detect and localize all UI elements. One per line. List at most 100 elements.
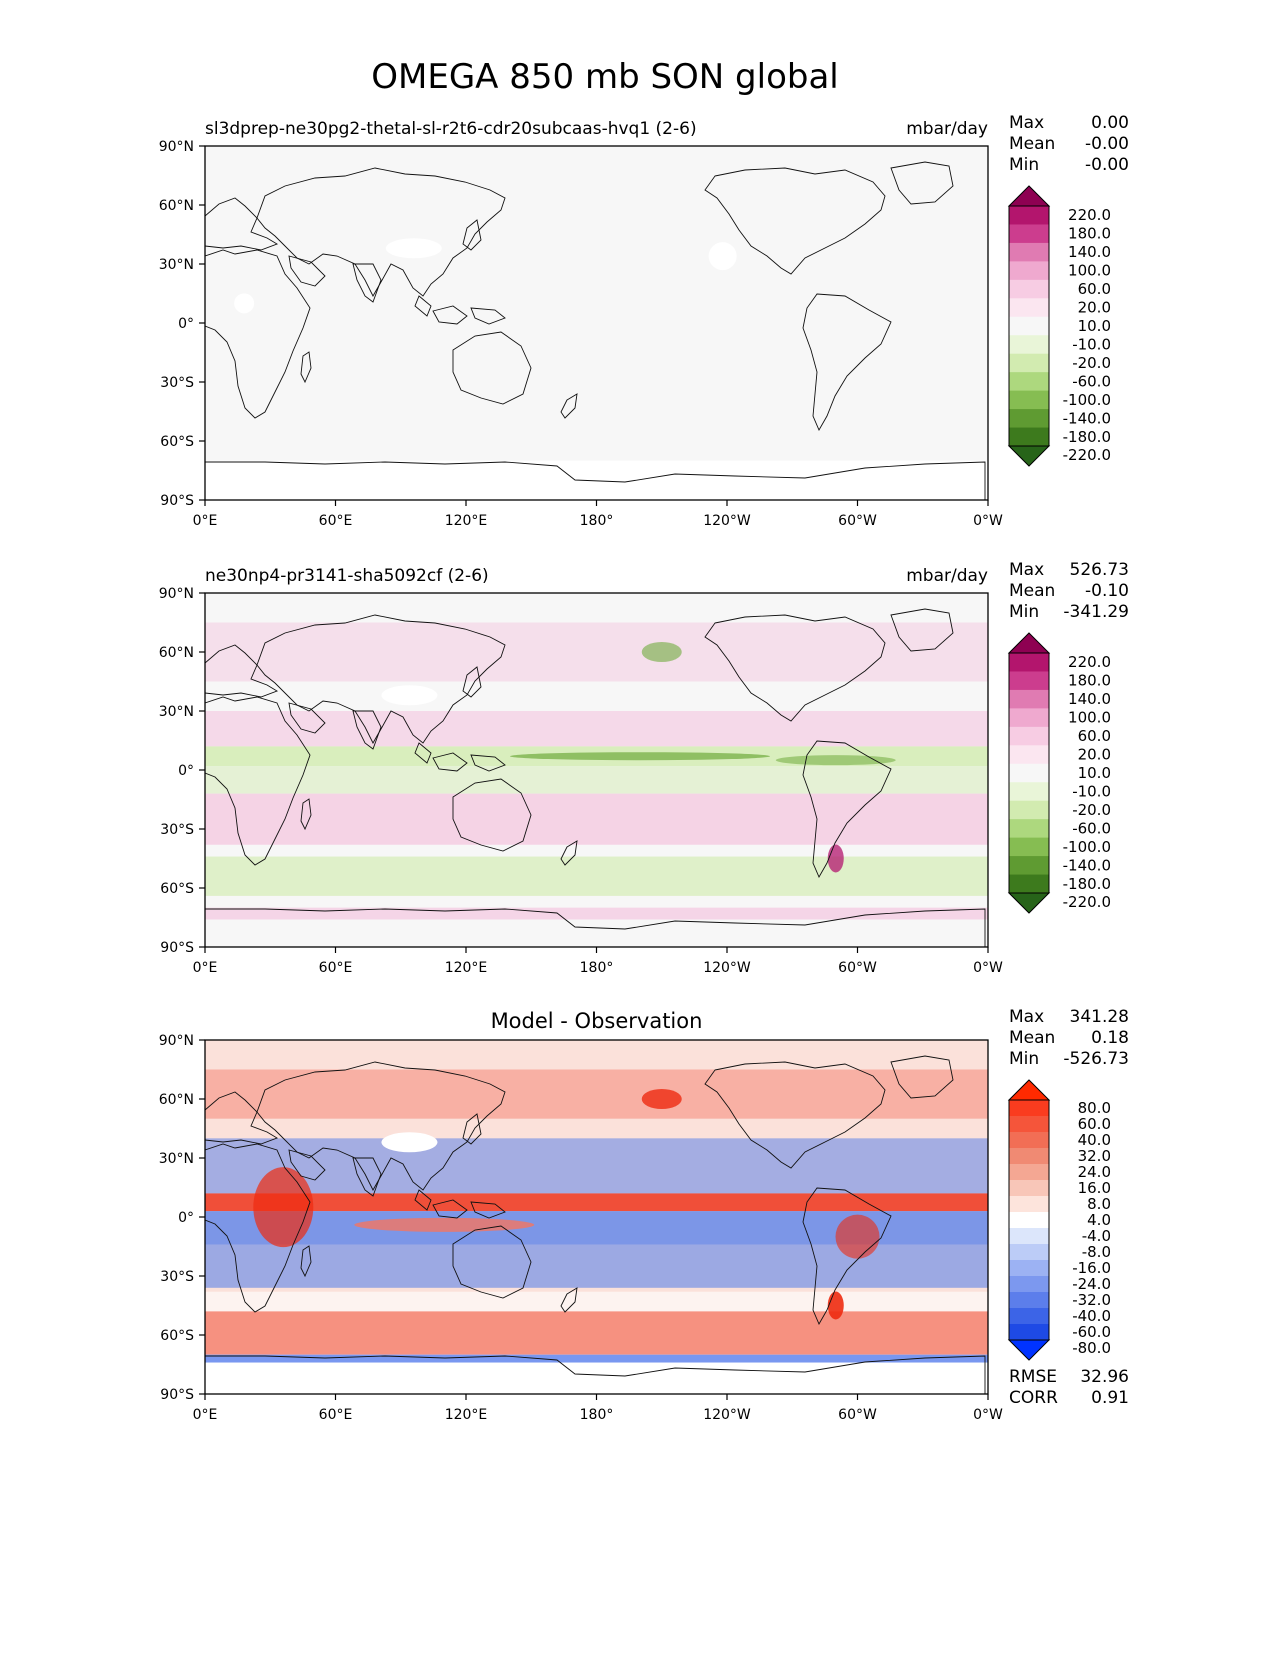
y-tick-label: 60°S: [160, 1328, 194, 1344]
y-tick-label: 0°: [178, 763, 194, 779]
field-band: [205, 1069, 988, 1119]
stat-label: Min: [1009, 602, 1039, 622]
field-patch: [205, 460, 988, 500]
colorbar-label: -10.0: [1072, 335, 1111, 353]
stat-value: 0.00: [1091, 113, 1129, 133]
colorbar-segment: [1009, 1228, 1049, 1245]
x-tick-label: 120°W: [703, 1407, 751, 1423]
colorbar-label: -100.0: [1063, 391, 1111, 409]
y-tick-label: 90°N: [159, 139, 194, 155]
colorbar-segment: [1009, 1212, 1049, 1229]
stat-label: Min: [1009, 1049, 1039, 1069]
colorbar-segment: [1009, 1244, 1049, 1261]
colorbar-segment: [1009, 1132, 1049, 1149]
colorbar-segment: [1009, 1148, 1049, 1165]
x-tick-label: 180°: [580, 1407, 614, 1423]
x-tick-label: 60°W: [838, 960, 877, 976]
field-band: [205, 1354, 988, 1363]
colorbar-label: -180.0: [1063, 428, 1111, 446]
colorbar-segment: [1009, 427, 1049, 447]
colorbar-label: 60.0: [1078, 280, 1111, 298]
colorbar-segment: [1009, 1116, 1049, 1133]
stat-value: 526.73: [1070, 560, 1129, 580]
colorbar-segment: [1009, 745, 1049, 765]
colorbar-extend-min: [1007, 1339, 1051, 1361]
colorbar-label: -60.0: [1072, 819, 1111, 837]
colorbar-label: 100.0: [1068, 709, 1111, 727]
field-band: [205, 856, 988, 896]
y-tick-label: 30°S: [160, 1269, 194, 1285]
colorbar-label: 40.0: [1078, 1131, 1111, 1149]
field-band: [205, 622, 988, 682]
colorbar-label: -80.0: [1072, 1339, 1111, 1357]
colorbar-segment: [1009, 390, 1049, 410]
colorbar-extend-max: [1007, 185, 1051, 207]
colorbar-label: -220.0: [1063, 446, 1111, 464]
y-tick-label: 30°N: [159, 1151, 194, 1167]
colorbar-segment: [1009, 1324, 1049, 1341]
map-field-test: [205, 146, 988, 500]
corr-label: CORR: [1009, 1388, 1058, 1408]
x-tick-label: 120°E: [445, 960, 488, 976]
colorbar-label: 20.0: [1078, 299, 1111, 317]
y-tick-label: 90°S: [160, 493, 194, 509]
stat-value: -341.29: [1063, 602, 1129, 622]
stat-label: Max: [1009, 113, 1044, 133]
colorbar-segment: [1009, 316, 1049, 336]
colorbar-label: -32.0: [1072, 1291, 1111, 1309]
colorbar-label: 140.0: [1068, 243, 1111, 261]
field-feature: [641, 1089, 682, 1109]
colorbar-segment: [1009, 206, 1049, 225]
map-field-reference: [205, 593, 988, 947]
stat-value: 341.28: [1070, 1007, 1129, 1027]
colorbar-segment: [1009, 1260, 1049, 1277]
field-band: [205, 1311, 988, 1355]
colorbar-segment: [1009, 689, 1049, 709]
colorbar-label: -40.0: [1072, 1307, 1111, 1325]
field-feature: [775, 755, 896, 766]
colorbar-segment: [1009, 242, 1049, 262]
field-patch: [234, 293, 255, 314]
colorbar-label: 220.0: [1068, 206, 1111, 224]
colorbar-segment: [1009, 1180, 1049, 1197]
colorbar-segment: [1009, 800, 1049, 820]
x-tick-label: 120°E: [445, 513, 488, 529]
colorbar-label: -180.0: [1063, 875, 1111, 893]
colorbar-label: -60.0: [1072, 1323, 1111, 1341]
colorbar-segment: [1009, 409, 1049, 428]
map-background: [205, 146, 988, 500]
field-band: [205, 1291, 988, 1312]
y-tick-label: 90°N: [159, 586, 194, 602]
panel-reference: 0°E 60°E 120°E 180° 120°W 60°W 0°W 90°N 60°N 30°N…: [159, 560, 1129, 976]
colorbar-label: -20.0: [1072, 354, 1111, 372]
field-feature: [641, 642, 682, 662]
field-feature: [827, 1291, 844, 1320]
stat-value: -526.73: [1063, 1049, 1129, 1069]
field-feature: [381, 1132, 438, 1153]
stat-label: Max: [1009, 1007, 1044, 1027]
field-feature: [827, 844, 844, 873]
stat-value: -0.10: [1085, 581, 1129, 601]
x-tick-label: 0°E: [193, 960, 218, 976]
x-tick-label: 180°: [580, 960, 614, 976]
colorbar-segment: [1009, 708, 1049, 728]
x-tick-label: 120°E: [445, 1407, 488, 1423]
colorbar-segment: [1009, 726, 1049, 746]
y-tick-label: 60°N: [159, 1092, 194, 1108]
stat-label: Min: [1009, 155, 1039, 175]
y-tick-label: 0°: [178, 316, 194, 332]
colorbar-segment: [1009, 1100, 1049, 1117]
y-tick-label: 60°N: [159, 645, 194, 661]
colorbar-label: 20.0: [1078, 746, 1111, 764]
panels-root: 0°E 60°E 120°E 180° 120°W 60°W 0°W 90°N 60°N 30°N…: [159, 113, 1129, 1423]
colorbar-segment: [1009, 1196, 1049, 1213]
field-band: [205, 766, 988, 794]
stat-value: -0.00: [1085, 155, 1129, 175]
colorbar-label: 180.0: [1068, 225, 1111, 243]
field-feature: [381, 685, 438, 706]
colorbar-label: 16.0: [1078, 1179, 1111, 1197]
field-feature: [835, 1214, 880, 1259]
field-band: [205, 1138, 988, 1194]
corr-value: 0.91: [1091, 1388, 1129, 1408]
